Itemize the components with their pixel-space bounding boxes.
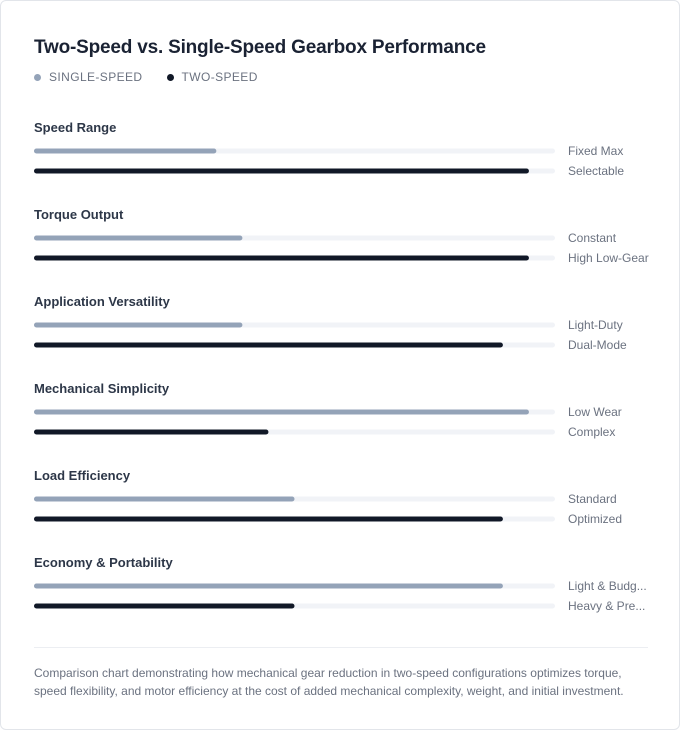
bar-speed-range-two-speed xyxy=(34,168,529,174)
legend: SINGLE-SPEED TWO-SPEED xyxy=(34,70,282,84)
bar-application-versatility-single-speed xyxy=(34,322,243,328)
category-label-application-versatility: Application Versatility xyxy=(34,294,171,309)
bar-value-label-economy-portability-two-speed: Heavy & Pre... xyxy=(568,599,645,613)
bar-value-label-mechanical-simplicity-single-speed: Low Wear xyxy=(568,405,622,419)
category-label-load-efficiency: Load Efficiency xyxy=(34,468,131,483)
divider xyxy=(34,647,648,648)
bar-mechanical-simplicity-two-speed xyxy=(34,429,269,435)
legend-label-two-speed: TWO-SPEED xyxy=(181,70,258,84)
bar-speed-range-single-speed xyxy=(34,148,217,154)
bar-value-label-application-versatility-two-speed: Dual-Mode xyxy=(568,338,627,352)
bar-torque-output-two-speed xyxy=(34,255,529,261)
bar-value-label-load-efficiency-two-speed: Optimized xyxy=(568,512,622,526)
bar-value-label-application-versatility-single-speed: Light-Duty xyxy=(568,318,623,332)
bar-load-efficiency-two-speed xyxy=(34,516,503,522)
bar-value-label-mechanical-simplicity-two-speed: Complex xyxy=(568,425,615,439)
bar-load-efficiency-single-speed xyxy=(34,496,295,502)
bar-value-label-economy-portability-single-speed: Light & Budg... xyxy=(568,579,647,593)
bar-torque-output-single-speed xyxy=(34,235,243,241)
bar-value-label-load-efficiency-single-speed: Standard xyxy=(568,492,617,506)
category-label-speed-range: Speed Range xyxy=(34,120,116,135)
bar-value-label-torque-output-two-speed: High Low-Gear xyxy=(568,251,649,265)
bar-economy-portability-single-speed xyxy=(34,583,503,589)
chart-caption: Comparison chart demonstrating how mecha… xyxy=(34,666,624,698)
legend-swatch-two-speed xyxy=(166,73,174,81)
bar-chart: Speed Range Fixed Max Selectable Torque Out… xyxy=(34,120,649,613)
bar-value-label-speed-range-two-speed: Selectable xyxy=(568,164,624,178)
bar-mechanical-simplicity-single-speed xyxy=(34,409,529,415)
category-label-torque-output: Torque Output xyxy=(34,207,124,222)
legend-swatch-single-speed xyxy=(34,73,41,81)
bar-application-versatility-two-speed xyxy=(34,342,503,348)
chart-title: Two-Speed vs. Single-Speed Gearbox Perfo… xyxy=(34,37,486,58)
legend-label-single-speed: SINGLE-SPEED xyxy=(49,70,143,84)
bar-value-label-speed-range-single-speed: Fixed Max xyxy=(568,144,623,158)
category-label-economy-portability: Economy & Portability xyxy=(34,555,173,570)
legend-item-single-speed: SINGLE-SPEED xyxy=(34,70,143,84)
bar-value-label-torque-output-single-speed: Constant xyxy=(568,231,617,245)
legend-item-two-speed: TWO-SPEED xyxy=(166,70,258,84)
category-label-mechanical-simplicity: Mechanical Simplicity xyxy=(34,381,170,396)
bar-economy-portability-two-speed xyxy=(34,603,295,609)
